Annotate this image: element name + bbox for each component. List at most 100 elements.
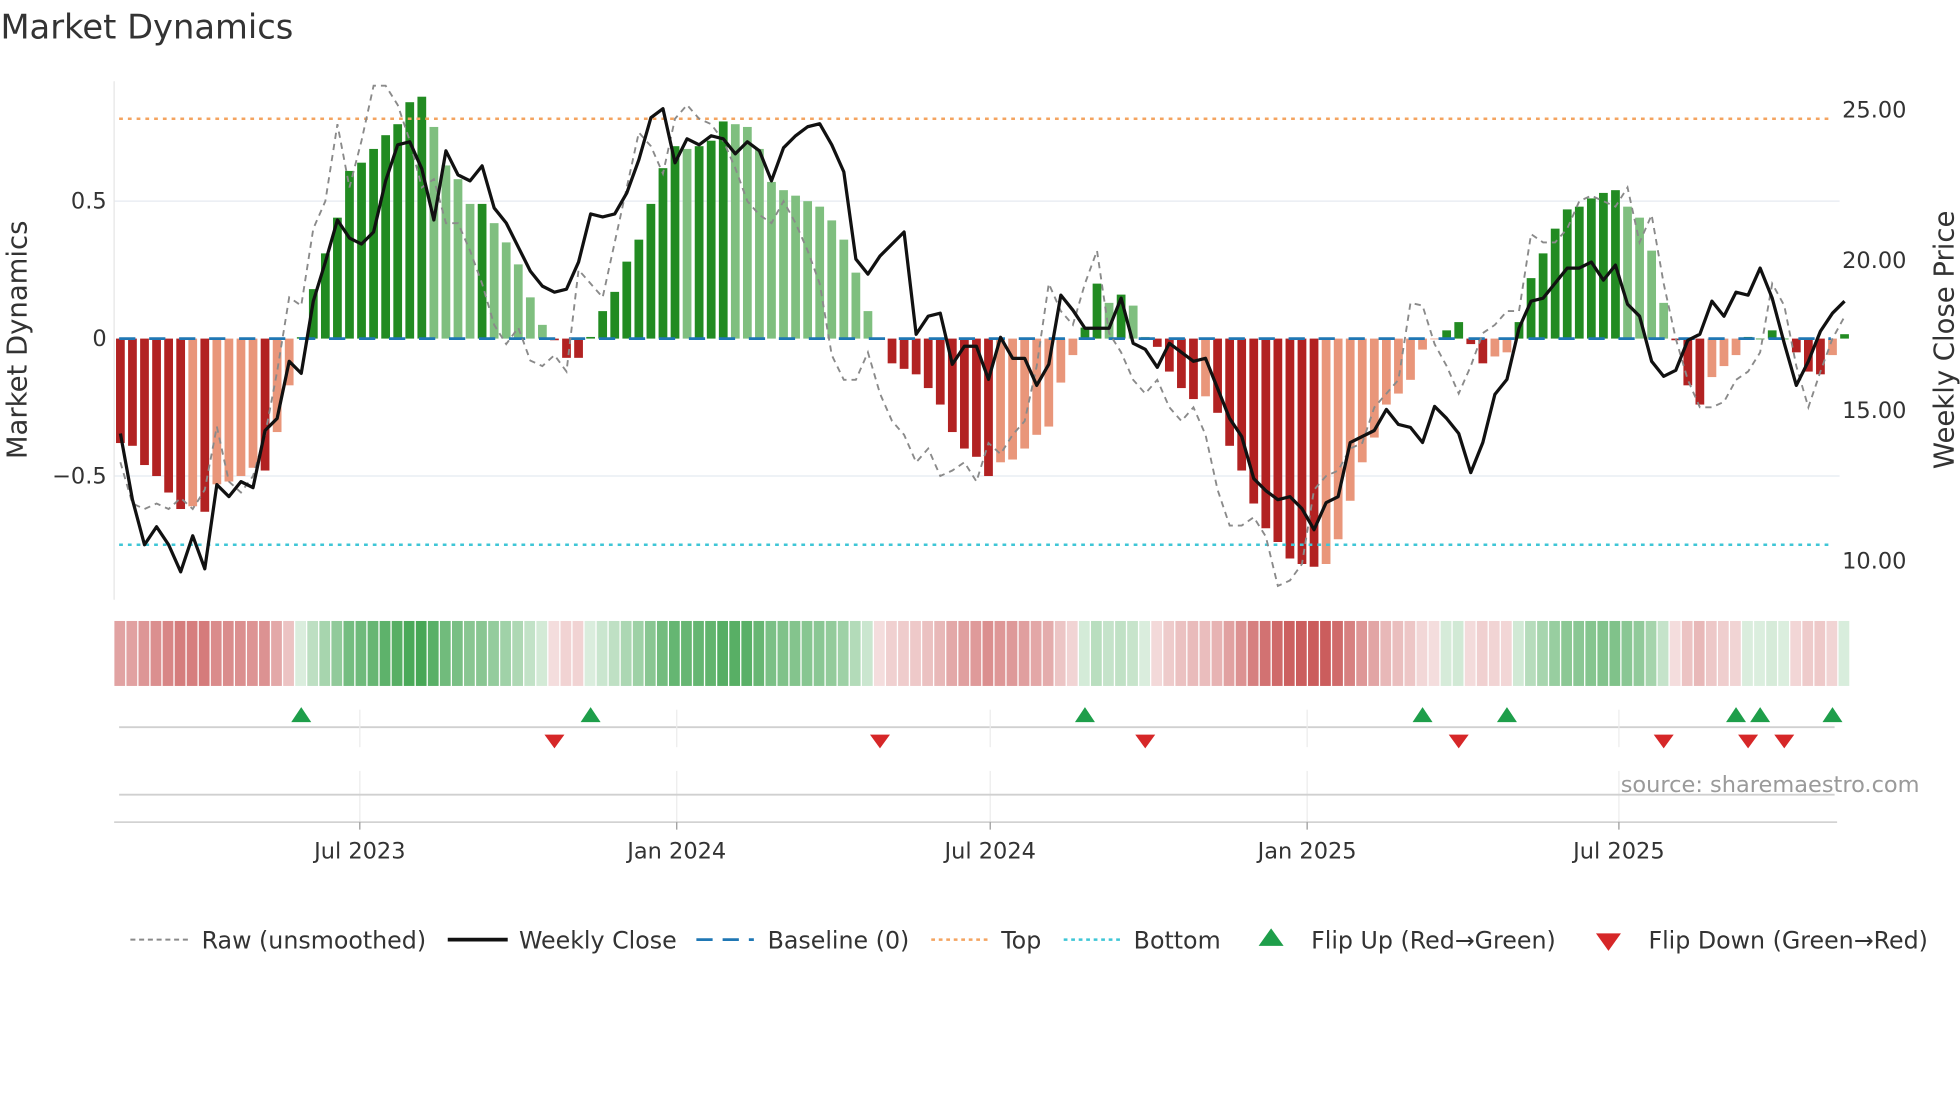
- histogram-bar: [1394, 338, 1403, 394]
- chart-title: Market Dynamics: [0, 8, 293, 47]
- regime-strip-cell: [1247, 620, 1259, 686]
- histogram-bar: [1369, 338, 1379, 438]
- regime-strip-cell: [222, 620, 234, 686]
- histogram-bar: [1707, 338, 1717, 378]
- histogram-bar: [477, 203, 487, 339]
- histogram-bar: [1333, 338, 1343, 540]
- regime-strip-cell: [247, 620, 258, 686]
- regime-strip-cell: [656, 620, 668, 686]
- histogram-bar: [1164, 338, 1174, 372]
- histogram-bar: [224, 338, 234, 482]
- histogram-bar: [260, 338, 270, 471]
- histogram-bar: [767, 181, 776, 339]
- histogram-bar: [1430, 338, 1439, 340]
- histogram-bar: [513, 264, 523, 339]
- histogram-bar: [128, 338, 137, 446]
- regime-strip-cell: [560, 620, 572, 686]
- histogram-bar: [911, 338, 921, 375]
- histogram-bar: [803, 201, 813, 339]
- histogram-bar: [899, 338, 909, 369]
- y-axis-right-ticks: 25.00 20.00 15.00 10.00: [1842, 97, 1906, 574]
- regime-strip-cell: [295, 620, 306, 686]
- regime-strip-cell: [1754, 620, 1765, 686]
- histogram-bar: [453, 179, 463, 339]
- x-tick-label: Jul 2025: [1571, 838, 1664, 864]
- histogram-bar: [839, 239, 849, 339]
- histogram-bar: [152, 338, 161, 477]
- regime-strip-cell: [910, 620, 921, 686]
- histogram-bar: [960, 338, 969, 449]
- legend-label: Weekly Close: [519, 926, 677, 954]
- histogram-bar: [598, 311, 608, 339]
- regime-strip-cell: [1802, 620, 1814, 686]
- histogram-bar: [1466, 338, 1476, 345]
- histogram-bar: [935, 338, 945, 405]
- regime-strip-cell: [1693, 620, 1705, 686]
- x-grid-lines: [359, 709, 1620, 823]
- histogram-bar: [417, 96, 427, 339]
- regime-strip-cell: [524, 620, 536, 686]
- histogram-bar: [140, 338, 149, 466]
- histogram-bar: [1490, 338, 1500, 357]
- regime-strip-cell: [126, 620, 138, 686]
- regime-strip-cell: [1464, 620, 1476, 686]
- histogram-bar: [405, 102, 415, 339]
- histogram-bar: [1635, 217, 1644, 339]
- regime-strip-cell: [1838, 620, 1850, 686]
- histogram-bar: [1285, 338, 1295, 559]
- regime-strip-cell: [1766, 620, 1777, 686]
- weekly-close-line: [118, 107, 1846, 574]
- y-right-tick-label: 10.00: [1842, 549, 1906, 575]
- histogram-bar: [1309, 338, 1319, 567]
- regime-strip-cell: [644, 620, 656, 686]
- regime-strip-cell: [837, 620, 849, 686]
- regime-strip-cell: [729, 620, 741, 686]
- histogram-bar: [1442, 330, 1452, 339]
- histogram-bar: [755, 148, 764, 339]
- histogram-bar: [1044, 338, 1054, 427]
- y-tick-label: 0.5: [71, 189, 107, 215]
- regime-strip-cell: [439, 620, 451, 686]
- histogram-bar: [682, 148, 692, 339]
- histogram-bar: [1828, 338, 1837, 356]
- regime-strip-cell: [186, 620, 198, 686]
- regime-strip-cell: [632, 620, 644, 686]
- histogram-bar: [1562, 209, 1572, 339]
- regime-strip-cell: [1717, 620, 1729, 686]
- regime-strip-cell: [415, 620, 427, 686]
- regime-strip-cell: [1597, 620, 1609, 686]
- regime-strip-cell: [813, 620, 825, 686]
- regime-strip-cell: [259, 620, 270, 686]
- regime-strip-cell: [1488, 620, 1500, 686]
- histogram-bar: [308, 289, 318, 339]
- histogram-bar: [465, 203, 475, 339]
- histogram-bar: [1623, 206, 1632, 339]
- regime-strip-cell: [873, 620, 885, 686]
- flip-down-marker: [1653, 734, 1674, 749]
- regime-strip-cell: [283, 620, 294, 686]
- regime-strip: [114, 620, 1850, 686]
- regime-strip-cell: [1127, 620, 1138, 686]
- regime-strip-cell: [693, 620, 704, 686]
- histogram-bar: [1008, 338, 1017, 460]
- histogram-bar: [863, 311, 873, 339]
- regime-strip-cell: [488, 620, 499, 686]
- histogram-bar: [1406, 338, 1415, 380]
- histogram-bar: [815, 206, 825, 339]
- flip-up-marker: [1496, 707, 1517, 723]
- legend-label: Baseline (0): [768, 926, 910, 954]
- histogram-bar: [887, 338, 897, 364]
- regime-strip-cell: [1320, 620, 1331, 686]
- histogram-bar: [574, 338, 583, 358]
- histogram-bar: [586, 336, 595, 339]
- regime-strip-cell: [343, 620, 355, 686]
- histogram-bar: [610, 291, 620, 339]
- legend-item-bottom: Bottom: [1063, 926, 1221, 954]
- regime-strip-cell: [1211, 620, 1223, 686]
- histogram-bar: [947, 338, 957, 433]
- legend-item-close: Weekly Close: [447, 926, 677, 954]
- histogram-bar: [923, 338, 933, 389]
- regime-strip-cell: [391, 620, 403, 686]
- y-axis-label-right: Weekly Close Price: [1928, 211, 1960, 469]
